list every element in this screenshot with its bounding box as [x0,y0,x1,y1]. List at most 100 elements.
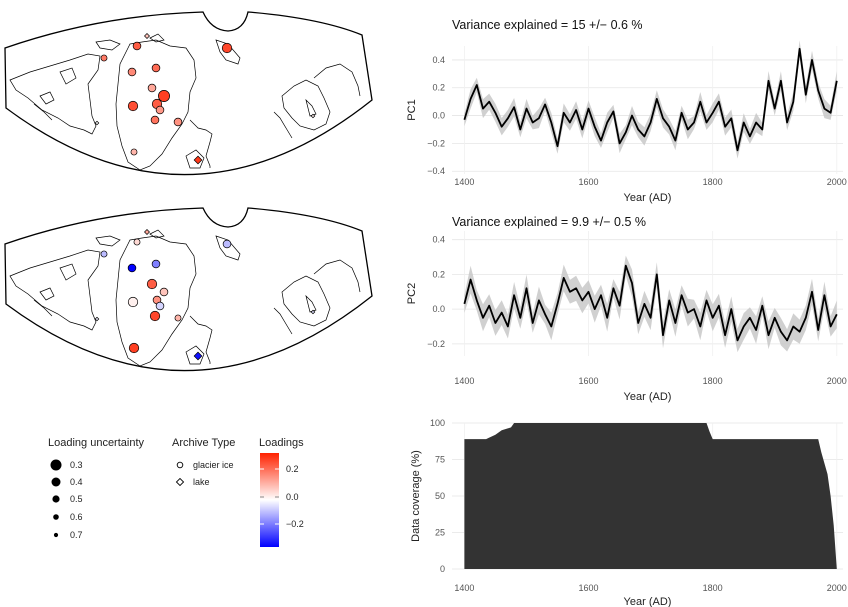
legend-size-swatch [51,477,61,487]
x-axis-label: Year (AD) [624,596,672,607]
glacier-ice-site-marker [151,259,161,269]
x-axis-label: Year (AD) [624,192,672,204]
x-tick-label: 1400 [454,177,474,187]
glacier-ice-site-marker [128,342,140,354]
glacier-ice-site-marker [146,278,158,290]
y-tick-label: −0.2 [427,339,445,349]
legend-size-label: 0.3 [70,460,83,470]
legend-uncertainty: Loading uncertainty 0.3 0.4 0.5 0.6 0.7 [48,437,145,540]
series-line [463,47,838,152]
legend-size-label: 0.7 [70,530,83,540]
glacier-ice-site-marker [100,250,108,258]
pc2-site-markers [94,229,316,361]
x-tick-label: 1800 [703,177,723,187]
glacier-ice-site-marker [159,287,169,297]
glacier-ice-site-marker [151,63,161,73]
legend-loadings: Loadings 0.2 0.0 −0.2 [259,437,304,547]
pc2-timeseries-chart: 0.4 0.2 0.0 −0.2 1400 1600 1800 2000 Variance ex… [406,215,847,403]
x-tick-label: 2000 [827,177,847,187]
pc1-site-markers [94,33,316,165]
legend-size-swatch [53,514,59,520]
legend-archive-title: Archive Type [172,437,235,449]
lake-site-marker [310,309,316,315]
legend-loadings-title: Loadings [259,437,304,449]
y-tick-label: 100 [430,418,445,428]
x-tick-label: 1800 [703,376,723,386]
lake-site-marker [144,229,150,235]
x-tick-label: 1600 [579,376,599,386]
legend-size-swatch [52,495,60,503]
legend-uncertainty-title: Loading uncertainty [48,437,145,449]
y-axis-label: PC1 [406,99,418,120]
glacier-ice-site-marker [127,263,137,273]
lake-symbol [175,477,185,487]
y-tick-label: 0.2 [432,83,445,93]
y-axis-label: PC2 [406,283,418,304]
glacier-ice-symbol [176,461,184,469]
coastlines [9,229,361,367]
legend-size-label: 0.6 [70,512,83,522]
glacier-ice-site-marker [100,54,108,62]
glacier-ice-site-marker [130,148,138,156]
lake-site-marker [144,33,150,39]
glacier-ice-site-marker [155,301,165,311]
chart-title: Variance explained = 15 +/− 0.6 % [452,18,643,32]
x-tick-label: 2000 [827,376,847,386]
y-tick-label: 0 [440,564,445,574]
map-boundary [4,11,373,176]
y-tick-label: 0.4 [432,235,445,245]
legend-archive-label: glacier ice [193,460,234,470]
x-tick-label: 1800 [703,583,723,593]
glacier-ice-site-marker [158,90,170,102]
y-tick-label: 75 [435,455,445,465]
legend-size-swatch [53,532,59,538]
y-tick-label: 50 [435,491,445,501]
y-tick-label: 0.0 [432,304,445,314]
glacier-ice-site-marker [150,115,160,125]
x-tick-label: 1600 [579,177,599,187]
coastlines [9,33,361,171]
y-tick-label: 0.0 [432,111,445,121]
loadings-colorbar [260,453,279,547]
y-axis-label: Data coverage (%) [410,450,422,542]
glacier-ice-site-marker [174,314,182,322]
legend-archive-type: Archive Type glacier ice lake [172,437,235,487]
series-line [463,264,838,342]
glacier-ice-site-marker [133,238,141,246]
map-boundary [4,207,373,372]
lake-site-marker [310,113,316,119]
lake-site-marker [193,155,203,165]
colorbar-label: −0.2 [286,519,304,529]
lake-site-marker [193,351,203,361]
legend-size-label: 0.4 [70,477,83,487]
x-tick-label: 1400 [454,583,474,593]
glacier-ice-site-marker [155,105,165,115]
legend-archive-label: lake [193,477,210,487]
coverage-area [464,423,837,569]
x-axis-label: Year (AD) [624,391,672,403]
lake-site-marker [94,316,100,322]
glacier-ice-site-marker [127,100,139,112]
glacier-ice-site-marker [221,42,233,54]
x-tick-label: 2000 [827,583,847,593]
glacier-ice-site-marker [127,67,137,77]
legend-size-label: 0.5 [70,494,83,504]
glacier-ice-site-marker [132,41,142,51]
pc1-timeseries-chart: 0.4 0.2 0.0 −0.2 −0.4 1400 1600 1800 2000 Varianc… [406,18,847,204]
uncertainty-band [464,255,837,353]
colorbar-label: 0.0 [286,492,299,502]
glacier-ice-site-marker [173,117,183,127]
glacier-ice-site-marker [127,296,139,308]
y-tick-label: −0.4 [427,166,445,176]
glacier-ice-site-marker [147,83,157,93]
y-tick-label: −0.2 [427,138,445,148]
pc2-map [4,207,373,372]
uncertainty-band [464,40,837,159]
legend-size-swatch [50,459,62,471]
pc1-map [4,11,373,176]
y-tick-label: 0.4 [432,55,445,65]
colorbar-label: 0.2 [286,464,299,474]
glacier-ice-site-marker [149,310,161,322]
data-coverage-chart: 100 75 50 25 0 1400 1600 1800 2000 Year (AD) Data … [410,418,847,607]
